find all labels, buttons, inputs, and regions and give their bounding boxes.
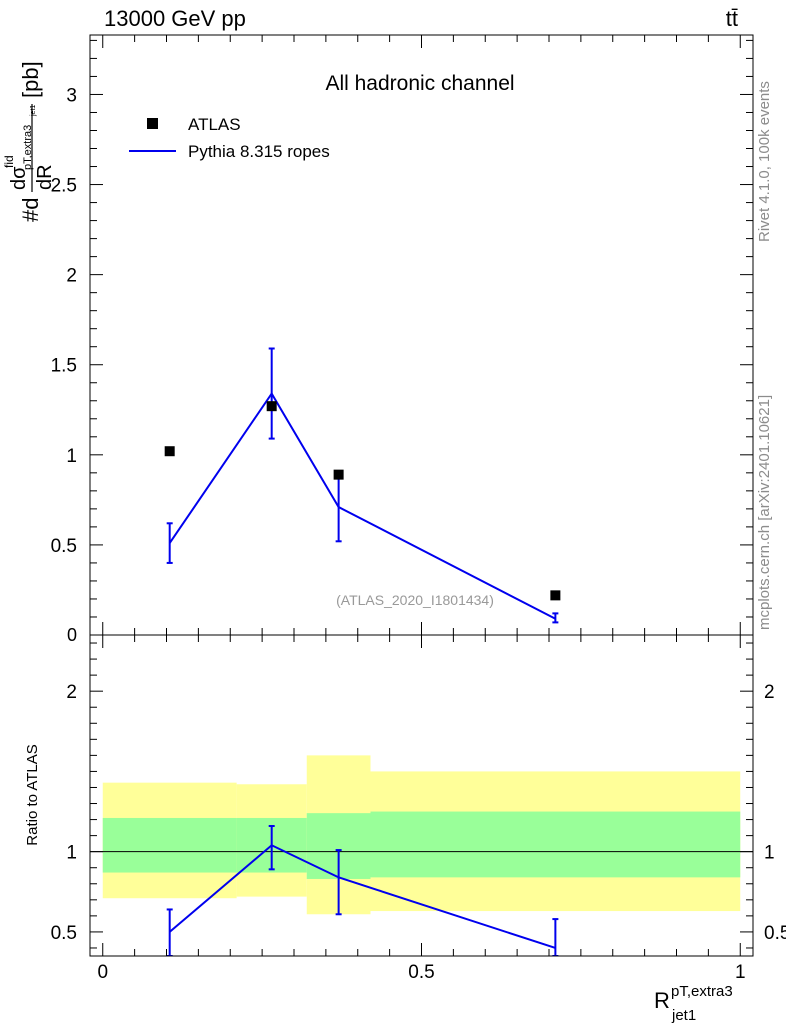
ratio-frame: [89, 634, 754, 957]
main-ytick-label-1: 1: [66, 446, 77, 467]
y-label-subsub: jet1: [30, 105, 37, 117]
ratio-xtick-label-1: 0.5: [408, 962, 434, 983]
main-ytick-label-2: 1.5: [51, 356, 77, 377]
mc-line: [168, 391, 556, 620]
legend: ATLAS Pythia 8.315 ropes: [129, 115, 330, 161]
ratio-xtick-label-0: 0: [97, 962, 108, 983]
x-axis-label: R pT,extra3 jet1: [654, 983, 733, 1024]
process-label: tt̄: [725, 6, 738, 31]
y-label-unit: [pb]: [18, 61, 43, 98]
data-point-0: [164, 446, 175, 457]
main-ytick-label-3: 2: [66, 266, 77, 287]
main-panel: 0.5 1 1.5 2 2.5 3 All hadronic channel (ATLAS…: [2, 34, 754, 645]
legend-atlas-marker: [147, 118, 158, 129]
main-ytick-label-4: 2.5: [51, 176, 77, 197]
ratio-ytick-label-left-1: 1: [66, 843, 77, 864]
y-axis-label: #d dσ fid pT,extra3 jet1 dR [pb]: [2, 61, 56, 222]
data-point-2: [333, 469, 344, 480]
ratio-ytick-label-right-1: 1: [764, 843, 775, 864]
band-stat-3: [370, 811, 741, 878]
ratio-y-axis-label: Ratio to ATLAS: [24, 744, 41, 845]
chart-title: All hadronic channel: [325, 72, 514, 95]
energy-label: 13000 GeV pp: [104, 6, 246, 31]
ratio-ytick-label-right-0: 0.5: [764, 923, 786, 944]
ratio-ytick-label-right-2: 2: [764, 682, 775, 703]
ratio-panel: 0 0.5 1 0.5 0.5 1 1 2 2 Ratio to ATLAS R pT,extr…: [24, 634, 786, 1024]
x-label-base: R: [654, 988, 670, 1013]
ratio-ytick-label-left-0: 0.5: [51, 923, 77, 944]
y-tick-label-zero: 0: [67, 625, 77, 645]
analysis-watermark: (ATLAS_2020_I1801434): [336, 592, 494, 608]
main-ytick-label-5: 3: [66, 85, 77, 106]
y-label-sigma: dσ: [8, 166, 30, 190]
y-label-sub: pT,extra3: [22, 125, 34, 170]
y-label-denominator: dR: [34, 164, 56, 190]
y-label-prefix: #d: [18, 198, 43, 222]
data-point-1: [266, 401, 277, 412]
ratio-xtick-label-2: 1: [735, 962, 746, 983]
y-label-sup: fid: [2, 155, 16, 168]
x-label-sub: jet1: [671, 1007, 696, 1024]
data-point-3: [550, 590, 561, 601]
main-ytick-label-0: 0.5: [51, 536, 77, 557]
ratio-ytick-label-left-2: 2: [66, 682, 77, 703]
ratio-mc-line: [169, 844, 556, 949]
legend-pythia-label: Pythia 8.315 ropes: [188, 142, 330, 161]
x-label-sup: pT,extra3: [671, 983, 733, 1000]
legend-atlas-label: ATLAS: [188, 115, 241, 134]
band-stat-0: [102, 817, 237, 873]
